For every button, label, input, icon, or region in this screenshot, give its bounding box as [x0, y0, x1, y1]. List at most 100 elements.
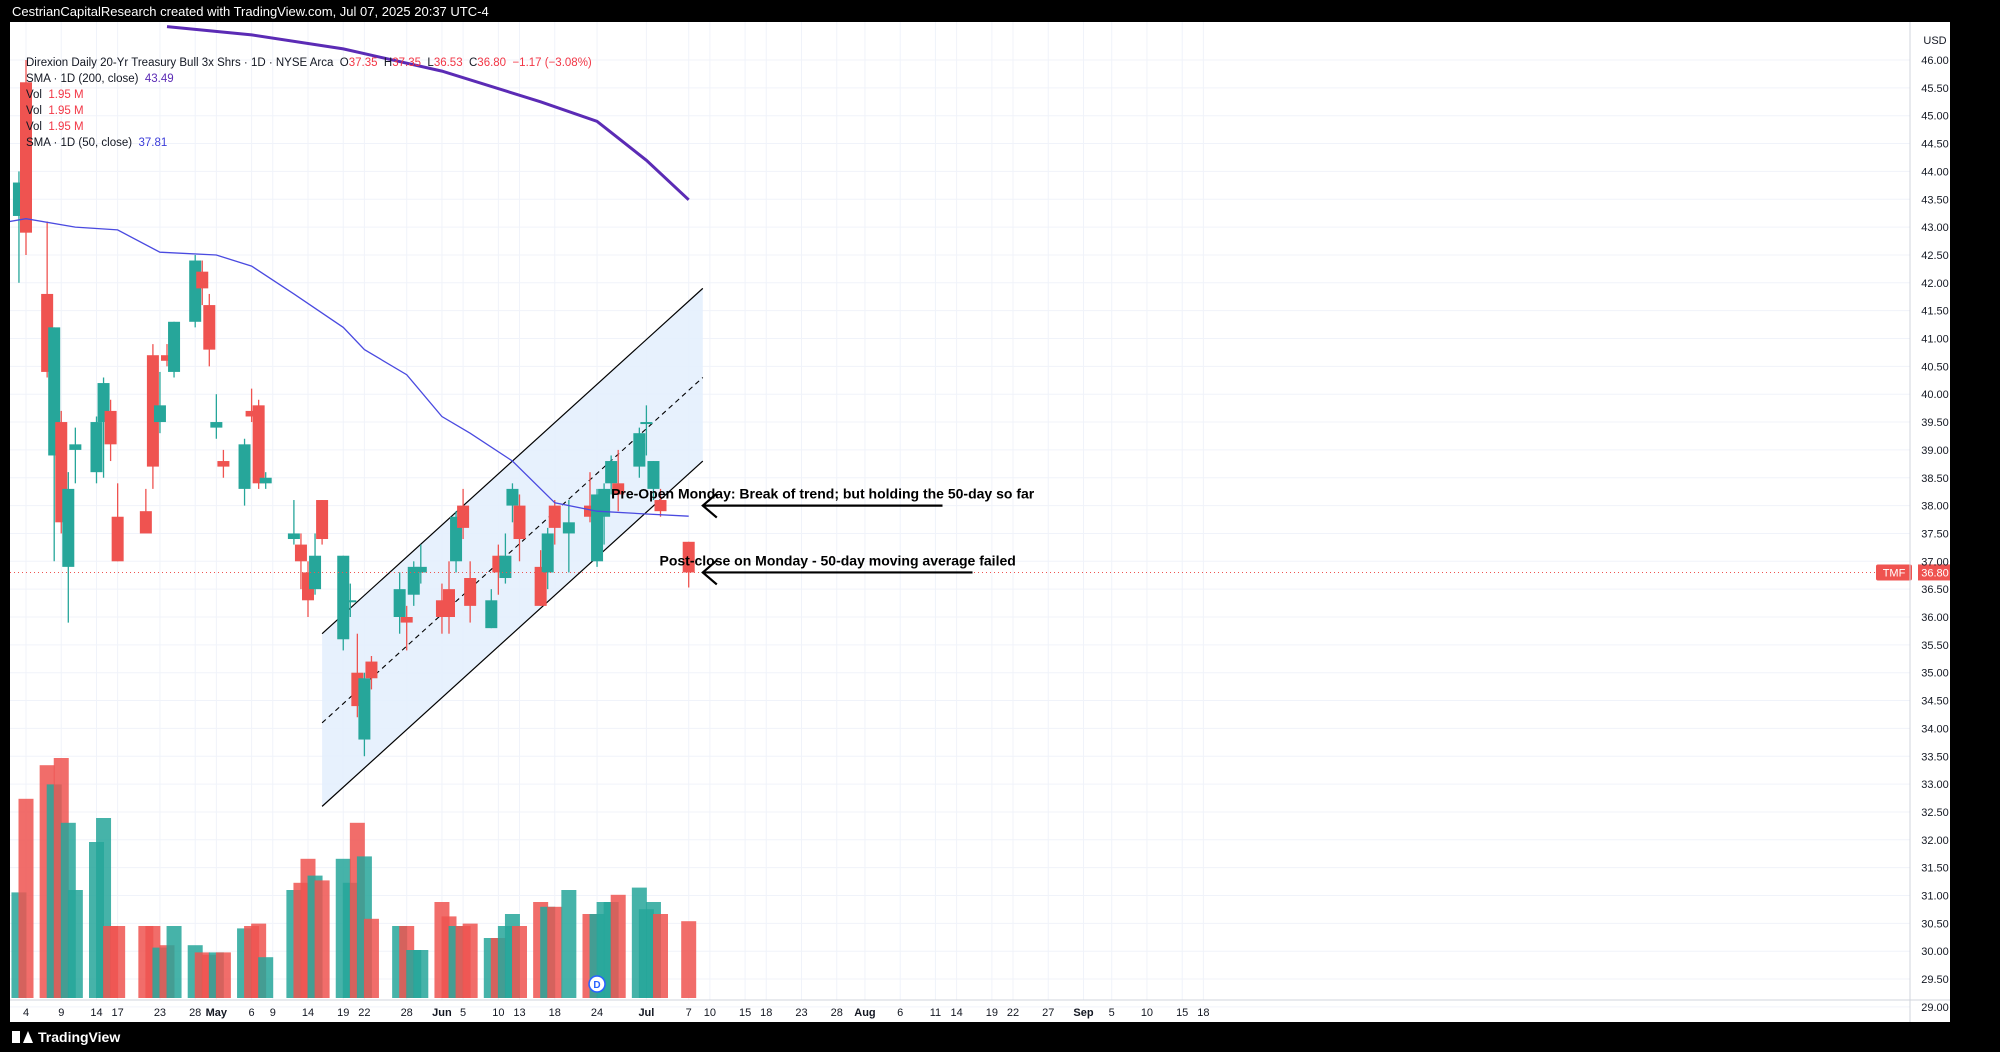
vol-label: Vol — [26, 89, 42, 101]
time-tick-label: 6 — [249, 1007, 255, 1019]
plot-area[interactable]: D 36.80 TMF Pre-Open Monday: Break of tre… — [0, 22, 1952, 1022]
candle-body — [252, 405, 265, 484]
candle-body — [612, 483, 625, 495]
candle-body — [189, 260, 202, 322]
candle-body — [90, 422, 103, 473]
candle-body — [245, 410, 258, 417]
price-tick-label: 45.50 — [1921, 83, 1949, 95]
time-tick-label: 5 — [460, 1007, 466, 1019]
candle-body — [584, 505, 596, 517]
price-tick-label: 36.00 — [1921, 612, 1949, 624]
price-tick-label: 38.00 — [1921, 501, 1949, 513]
sma50-value: 37.81 — [138, 137, 168, 149]
price-tick-label: 37.00 — [1921, 556, 1949, 568]
last-price-line: 36.80 TMF — [10, 564, 1952, 581]
time-tick-label: 22 — [1007, 1007, 1019, 1019]
vol-label: Vol — [26, 105, 42, 117]
time-tick-label: 28 — [401, 1007, 413, 1019]
candle-body — [210, 422, 223, 428]
volume-bar — [215, 952, 231, 998]
price-tick-label: 46.00 — [1921, 55, 1949, 67]
candle-body — [217, 461, 230, 467]
candle-body — [654, 500, 667, 512]
candle-body — [682, 541, 695, 573]
price-tick-label: 41.00 — [1921, 334, 1949, 346]
price-axis-currency: USD — [1923, 35, 1946, 47]
candle-body — [457, 505, 470, 528]
volume-bar — [18, 798, 34, 998]
legend-vol-row[interactable]: Vol 1.95 M — [26, 103, 592, 119]
candle-body — [534, 566, 547, 606]
time-tick-label: 23 — [795, 1007, 807, 1019]
candle-body — [337, 555, 350, 640]
time-tick-label: Jul — [638, 1007, 654, 1019]
sma200-value: 43.49 — [144, 73, 174, 85]
price-tick-label: 35.00 — [1921, 668, 1949, 680]
axes: USD 29.00 29.50 30.00 30.50 31.00 31.50 32.00 32… — [10, 22, 1950, 1022]
price-tick-label: 41.50 — [1921, 306, 1949, 318]
ohlc-l-label: L — [427, 57, 434, 69]
candle-body — [548, 505, 561, 528]
legend-vol-row[interactable]: Vol 1.95 M — [26, 87, 592, 103]
candle-body — [111, 516, 124, 562]
legend-sma200-row[interactable]: SMA · 1D (200, close) 43.49 — [26, 71, 592, 87]
volume-bar — [561, 890, 577, 998]
candle-body — [499, 555, 512, 579]
tradingview-logo[interactable]: TradingView — [12, 1029, 120, 1045]
time-tick-label: 10 — [492, 1007, 504, 1019]
candle-body — [393, 589, 406, 617]
candle-body — [443, 589, 455, 617]
annotation-arrow-head — [701, 492, 718, 519]
candle-body — [633, 433, 646, 467]
time-tick-label: 28 — [831, 1007, 843, 1019]
volume-bar — [413, 950, 429, 998]
vol-value: 1.95 M — [48, 105, 84, 117]
price-tick-label: 45.00 — [1921, 111, 1949, 123]
candle-body — [203, 305, 216, 350]
time-tick-label: 14 — [302, 1007, 314, 1019]
legend-sma50-row[interactable]: SMA · 1D (50, close) 37.81 — [26, 135, 592, 151]
price-tick-label: 33.00 — [1921, 779, 1949, 791]
candle-body — [238, 444, 251, 489]
time-tick-label: 4 — [23, 1007, 29, 1019]
time-tick-label: 7 — [686, 1007, 692, 1019]
price-tick-label: 40.00 — [1921, 389, 1949, 401]
volume-bar — [314, 880, 330, 998]
ticker-badge — [1876, 564, 1912, 581]
candle-body — [647, 461, 660, 489]
price-chart[interactable]: D 36.80 TMF Pre-Open Monday: Break of tre… — [0, 22, 1952, 1022]
ohlc-low: 36.53 — [433, 57, 463, 69]
price-tick-label: 43.00 — [1921, 222, 1949, 234]
candle-body — [309, 555, 322, 590]
candle-body — [358, 678, 371, 740]
candle-body — [196, 271, 209, 289]
volume-bar — [363, 918, 379, 998]
candle-body — [541, 533, 554, 573]
time-tick-label: 10 — [704, 1007, 716, 1019]
annotations: Pre-Open Monday: Break of trend; but hol… — [611, 486, 1035, 586]
ohlc-o-label: O — [339, 57, 349, 69]
price-tick-label: 29.50 — [1921, 974, 1949, 986]
price-tick-label: 43.50 — [1921, 194, 1949, 206]
price-tick-label: 30.50 — [1921, 918, 1949, 930]
dividend-marker-label: D — [593, 980, 600, 991]
sma50-line — [0, 218, 689, 517]
ticker-badge-label: TMF — [1883, 567, 1906, 579]
time-tick-label: 9 — [270, 1007, 276, 1019]
legend-vol-row[interactable]: Vol 1.95 M — [26, 119, 592, 135]
candle-body — [562, 522, 575, 534]
moving-averages — [0, 25, 690, 517]
price-tick-label: 32.00 — [1921, 835, 1949, 847]
candle-body — [407, 566, 420, 595]
candle-body — [139, 511, 152, 534]
time-tick-label: 18 — [549, 1007, 561, 1019]
price-tick-label: 29.00 — [1921, 1002, 1949, 1014]
attribution-header: CestrianCapitalResearch created with Tra… — [12, 4, 489, 19]
candle-body — [62, 488, 75, 567]
time-tick-label: 5 — [1109, 1007, 1115, 1019]
candle-body — [69, 444, 82, 450]
time-tick-label: Jun — [432, 1007, 452, 1019]
time-tick-label: 18 — [760, 1007, 772, 1019]
candle-body — [316, 500, 329, 540]
